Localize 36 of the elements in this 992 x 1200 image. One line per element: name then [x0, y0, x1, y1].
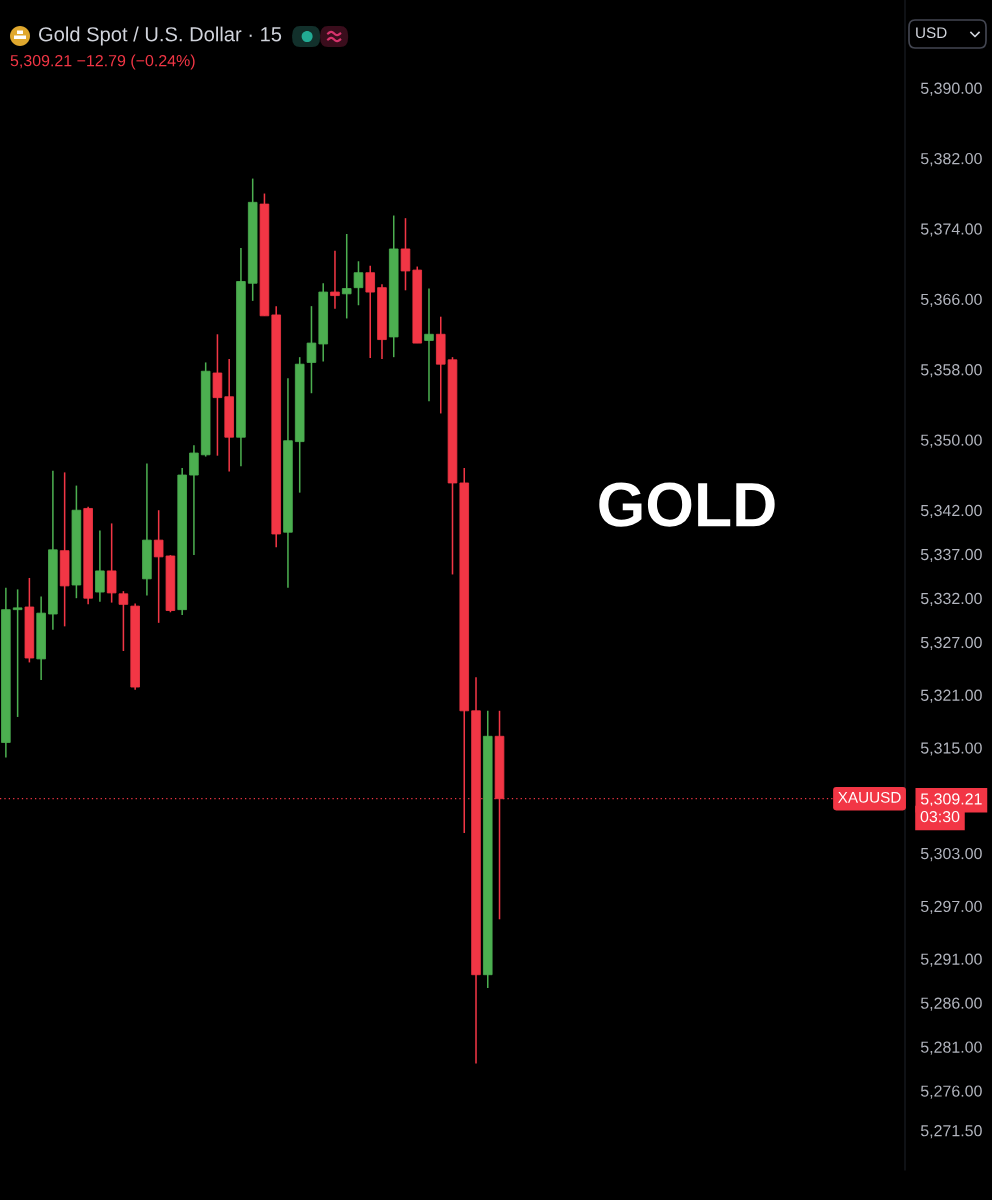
candlestick — [330, 249, 340, 310]
y-tick-label: 5,327.00 — [920, 636, 982, 651]
candlestick — [353, 260, 364, 307]
candlestick — [189, 444, 199, 556]
text: 5,309.21 −12.79 (−0.24%) — [10, 54, 195, 70]
candlestick — [341, 233, 352, 320]
candlestick — [95, 529, 105, 603]
candlestick — [12, 588, 23, 718]
y-tick-label: 5,390.00 — [920, 82, 982, 96]
ref-line-label: XAUUSD — [838, 791, 901, 803]
y-tick-label: 5,276.00 — [920, 1085, 982, 1099]
y-tick-label: 5,281.00 — [920, 1041, 982, 1055]
y-tick-label: 5,374.00 — [920, 223, 982, 237]
y-tick-label: 5,297.00 — [920, 900, 982, 914]
candlestick — [306, 305, 317, 394]
text: Gold Spot / U.S. Dollar · 15 — [39, 26, 282, 46]
y-tick-label: 5,303.00 — [920, 847, 982, 862]
text: USD — [916, 27, 947, 39]
candlestick — [424, 287, 434, 402]
y-tick-label: 5,321.00 — [920, 689, 982, 703]
annotation: GOLD — [599, 482, 775, 527]
y-tick-label: 5,309.21 — [920, 793, 982, 807]
text: 03:30 — [920, 810, 960, 823]
y-tick-label: 5,382.00 — [920, 152, 982, 167]
y-tick-label: 5,350.00 — [920, 434, 982, 448]
candlestick — [365, 264, 375, 359]
y-tick-label: 5,315.00 — [920, 742, 982, 756]
y-tick-label: 5,358.00 — [920, 364, 982, 378]
y-tick-label: 5,366.00 — [920, 293, 982, 307]
y-tick-label: 5,332.00 — [920, 592, 982, 607]
y-tick-label: 5,337.00 — [920, 548, 982, 563]
y-tick-label: 5,286.00 — [920, 997, 982, 1011]
y-tick-label: 5,342.00 — [920, 504, 982, 519]
y-tick-label: 5,291.00 — [920, 953, 982, 967]
candlestick — [400, 217, 411, 292]
y-tick-label: 5,271.50 — [920, 1125, 982, 1139]
